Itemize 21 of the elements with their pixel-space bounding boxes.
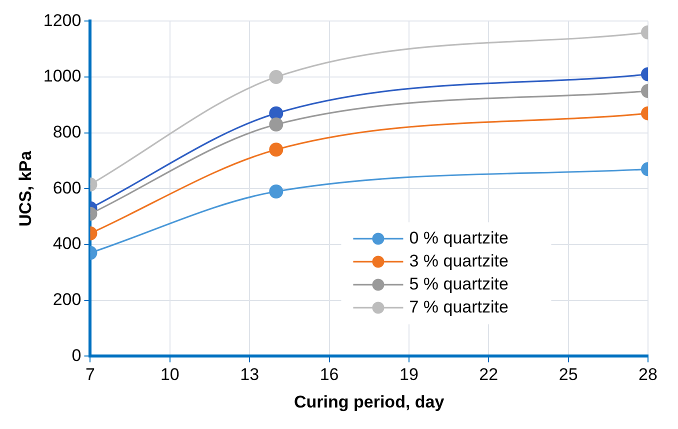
x-tick-label: 16 bbox=[320, 365, 339, 384]
y-tick-label: 200 bbox=[52, 290, 82, 310]
legend-label: 7 % quartzite bbox=[409, 297, 508, 316]
x-tick-label: 19 bbox=[399, 365, 418, 384]
x-axis-title: Curing period, day bbox=[294, 392, 445, 412]
y-tick-label: 1200 bbox=[43, 10, 82, 30]
y-tick-label: 800 bbox=[52, 122, 82, 142]
x-tick-label: 25 bbox=[558, 365, 578, 384]
y-tick-label: 400 bbox=[52, 234, 82, 254]
y-tick-label: 600 bbox=[52, 178, 82, 198]
x-tick-label: 13 bbox=[240, 365, 260, 384]
legend-label: 5 % quartzite bbox=[409, 274, 508, 294]
y-tick-label: 0 bbox=[72, 346, 82, 365]
x-tick-label: 7 bbox=[85, 365, 95, 384]
legend-label: 3 % quartzite bbox=[409, 251, 508, 270]
y-tick-label: 1000 bbox=[43, 66, 82, 86]
x-tick-label: 10 bbox=[160, 365, 180, 384]
legend-label: 0 % quartzite bbox=[409, 228, 508, 248]
x-tick-label: 22 bbox=[479, 365, 498, 384]
x-tick-label: 28 bbox=[638, 365, 658, 384]
y-axis-title: UCS, kPa bbox=[16, 150, 35, 226]
